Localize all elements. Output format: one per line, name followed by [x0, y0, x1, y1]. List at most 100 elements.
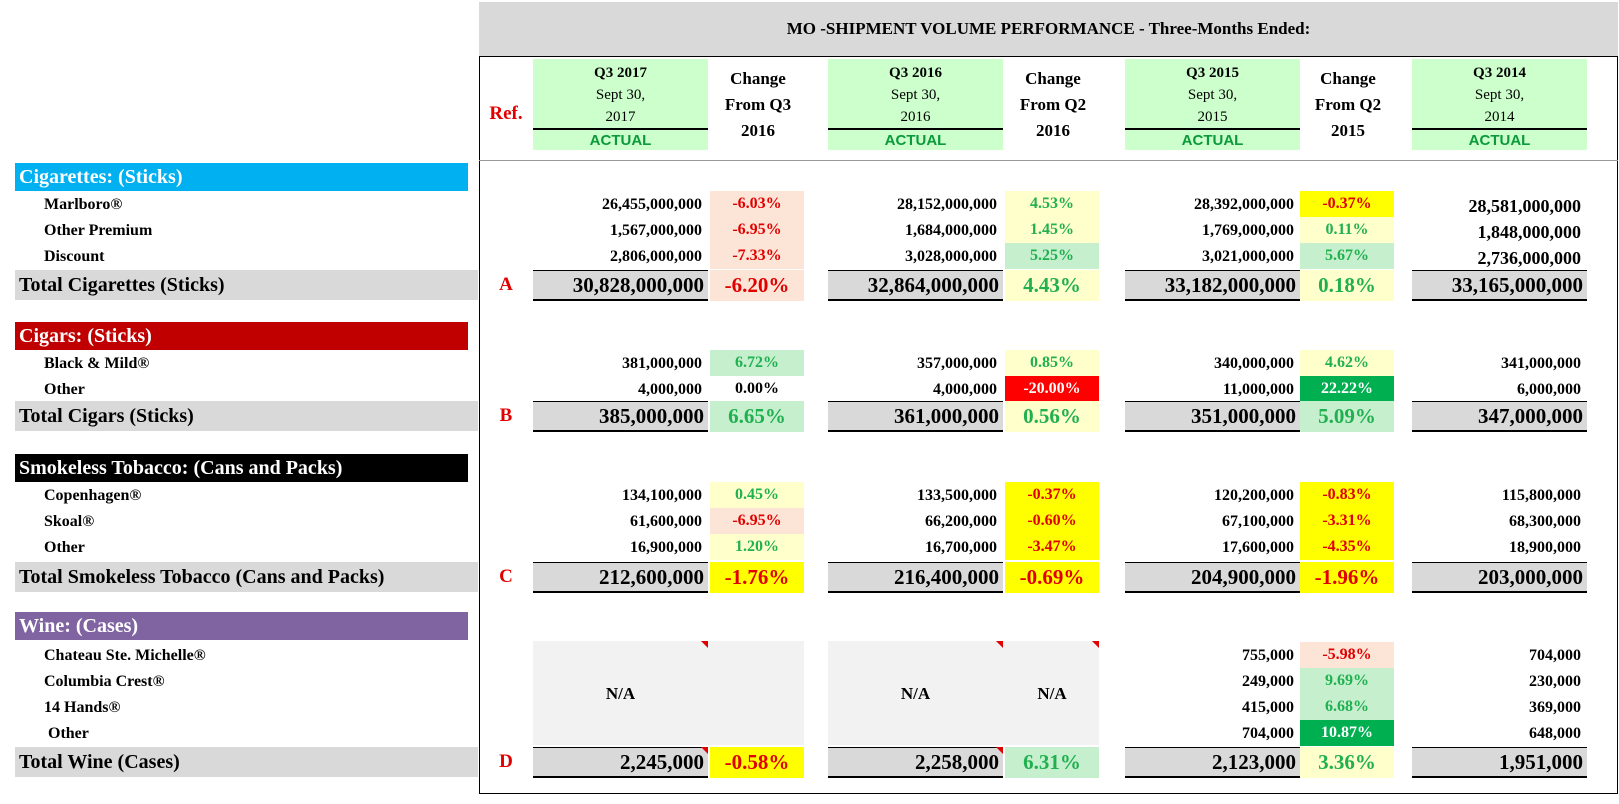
change-cell: 0.00% — [735, 380, 779, 397]
value-cell: 1,684,000,000 — [905, 222, 997, 239]
row-label: Skoal® — [44, 513, 95, 530]
na-block-q3-2017 — [533, 641, 804, 745]
value-cell: 415,000 — [1242, 699, 1294, 716]
actual-label-4: ACTUAL — [1412, 128, 1587, 150]
ref-header: Ref. — [489, 103, 523, 124]
comment-marker-icon — [701, 747, 708, 754]
period-year: 2017 — [605, 109, 636, 125]
row-label: Chateau Ste. Michelle® — [44, 647, 206, 664]
total-value: 2,123,000 — [1125, 747, 1300, 778]
comment-marker-icon — [996, 747, 1003, 754]
change-line: From Q2 — [1019, 95, 1087, 114]
change-line: 2016 — [741, 121, 775, 140]
change-cell: 6.72% — [710, 350, 804, 376]
value-cell: 115,800,000 — [1501, 487, 1581, 504]
row-label: Marlboro® — [44, 196, 123, 213]
change-header-1: Change From Q3 2016 — [710, 66, 806, 144]
total-value: 203,000,000 — [1412, 562, 1587, 593]
value-cell: 67,100,000 — [1222, 513, 1294, 530]
change-cell: -4.35% — [1300, 534, 1394, 560]
total-value: 351,000,000 — [1125, 401, 1300, 432]
section-header-smokeless: Smokeless Tobacco: (Cans and Packs) — [15, 454, 468, 482]
comment-marker-icon — [701, 641, 708, 648]
change-cell: 5.25% — [1005, 243, 1099, 269]
value-cell: 16,900,000 — [630, 539, 702, 556]
value-cell: 133,500,000 — [917, 487, 997, 504]
total-change: 3.36% — [1300, 747, 1394, 778]
actual-label-2: ACTUAL — [828, 128, 1003, 150]
change-cell: -0.37% — [1300, 191, 1394, 217]
value-cell: 1,567,000,000 — [610, 222, 702, 239]
value-cell: 341,000,000 — [1501, 355, 1581, 372]
section-header-wine: Wine: (Cases) — [15, 612, 468, 640]
total-label: Total Wine (Cases) — [15, 747, 478, 777]
period-header-4: Q3 2014 Sept 30, 2014 — [1412, 59, 1587, 130]
value-cell: 2,806,000,000 — [610, 248, 702, 265]
period-header-3: Q3 2015 Sept 30, 2015 — [1125, 59, 1300, 130]
table-title: MO -SHIPMENT VOLUME PERFORMANCE - Three-… — [479, 2, 1618, 57]
change-cell: -6.03% — [710, 191, 804, 217]
header-divider — [479, 160, 1618, 161]
ref-letter: B — [499, 405, 513, 426]
comment-marker-icon — [996, 641, 1003, 648]
row-label: Copenhagen® — [44, 487, 142, 504]
total-change: 6.65% — [710, 401, 804, 432]
total-change: 0.56% — [1005, 401, 1099, 432]
total-change: -0.58% — [710, 747, 804, 778]
change-cell: -3.31% — [1300, 508, 1394, 534]
row-label: Black & Mild® — [44, 355, 150, 372]
total-value: 30,828,000,000 — [533, 270, 708, 301]
section-header-cigars: Cigars: (Sticks) — [15, 322, 468, 350]
row-label: Other — [44, 381, 85, 398]
period-header-2: Q3 2016 Sept 30, 2016 — [828, 59, 1003, 130]
change-line: From Q2 — [1314, 95, 1382, 114]
total-value: 33,165,000,000 — [1412, 270, 1587, 301]
value-cell: 2,736,000,000 — [1477, 248, 1582, 268]
total-label: Total Cigarettes (Sticks) — [15, 270, 478, 300]
row-label: Discount — [44, 248, 105, 265]
period-header-1: Q3 2017 Sept 30, 2017 — [533, 59, 708, 130]
value-cell: 704,000 — [1529, 647, 1581, 664]
change-cell: -6.95% — [710, 508, 804, 534]
change-cell: 22.22% — [1300, 376, 1394, 402]
change-line: Change — [1025, 69, 1081, 88]
change-header-2: Change From Q2 2016 — [1005, 66, 1101, 144]
total-label: Total Cigars (Sticks) — [15, 401, 478, 431]
value-cell: 230,000 — [1529, 673, 1581, 690]
value-cell: 17,600,000 — [1222, 539, 1294, 556]
row-label: Other — [48, 725, 89, 742]
change-cell: 1.20% — [710, 534, 804, 560]
value-cell: 11,000,000 — [1222, 381, 1294, 398]
value-cell: 28,152,000,000 — [897, 196, 997, 213]
value-cell: 357,000,000 — [917, 355, 997, 372]
value-cell: 28,392,000,000 — [1194, 196, 1294, 213]
period-date: Sept 30, — [595, 87, 646, 103]
change-cell: -3.47% — [1005, 534, 1099, 560]
row-label: Columbia Crest® — [44, 673, 165, 690]
change-cell: 10.87% — [1300, 720, 1394, 746]
total-value: 216,400,000 — [828, 562, 1003, 593]
period-year: 2016 — [900, 109, 931, 125]
na-label: N/A — [900, 684, 931, 703]
total-value: 33,182,000,000 — [1125, 270, 1300, 301]
total-value: 212,600,000 — [533, 562, 708, 593]
change-cell: 4.62% — [1300, 350, 1394, 376]
change-cell: 5.67% — [1300, 243, 1394, 269]
total-value: 1,951,000 — [1412, 747, 1587, 778]
comment-marker-icon — [1092, 641, 1099, 648]
value-cell: 381,000,000 — [622, 355, 702, 372]
total-change: 5.09% — [1300, 401, 1394, 432]
row-label: 14 Hands® — [44, 699, 121, 716]
total-change: -1.96% — [1300, 562, 1394, 593]
ref-letter: A — [499, 274, 513, 295]
total-value: 204,900,000 — [1125, 562, 1300, 593]
value-cell: 340,000,000 — [1214, 355, 1294, 372]
na-label: N/A — [605, 684, 636, 703]
value-cell: 369,000 — [1529, 699, 1581, 716]
value-cell: 1,769,000,000 — [1202, 222, 1294, 239]
period-date: Sept 30, — [890, 87, 941, 103]
change-line: 2015 — [1331, 121, 1365, 140]
value-cell: 704,000 — [1242, 725, 1294, 742]
total-change: -1.76% — [710, 562, 804, 593]
change-cell: 0.11% — [1300, 217, 1394, 243]
